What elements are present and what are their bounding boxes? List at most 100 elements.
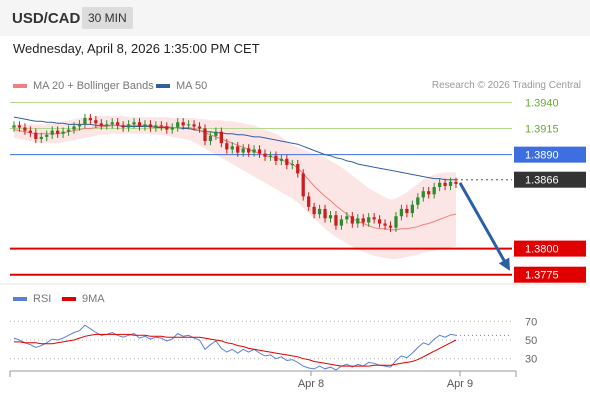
candle-body xyxy=(274,155,278,161)
candle-body xyxy=(252,149,256,153)
candle-body xyxy=(143,124,147,127)
level-labels: 1.3940 1.3915 1.3890 1.3866 1.3800 1.3775 xyxy=(514,97,586,283)
forecast-arrow-shaft xyxy=(458,182,510,269)
legend-ma20-swatch xyxy=(13,84,27,88)
legend-ma50: MA 50 xyxy=(156,80,207,92)
level-label-0: 1.3940 xyxy=(525,97,559,109)
candle-body xyxy=(154,125,158,128)
ma20-line xyxy=(13,124,457,231)
candle-body xyxy=(448,181,453,186)
candle-body xyxy=(312,206,316,215)
candle-body xyxy=(367,217,371,223)
legend-ma20: MA 20 + Bollinger Bands xyxy=(13,80,154,92)
level-label-5: 1.3775 xyxy=(525,270,559,282)
candle-body xyxy=(361,218,365,223)
candle-body xyxy=(307,196,311,207)
candle-body xyxy=(301,173,305,197)
candle-body xyxy=(279,158,284,161)
candle-body xyxy=(214,131,218,136)
candle-body xyxy=(377,219,382,224)
candle-body xyxy=(339,219,344,226)
timeframe-badge[interactable]: 30 MIN xyxy=(82,7,133,29)
instrument-title: USD/CAD xyxy=(12,10,81,27)
candle-body xyxy=(186,124,191,126)
candle-body xyxy=(170,127,174,130)
candle-body xyxy=(345,216,349,220)
candle-body xyxy=(356,218,360,224)
candle-body xyxy=(176,122,180,128)
9ma-line xyxy=(14,333,457,367)
moving-averages xyxy=(13,116,457,231)
candle-body xyxy=(296,164,300,174)
chart-credit: Research © 2026 Trading Central xyxy=(431,80,581,91)
candle-body xyxy=(23,127,27,131)
candle-body xyxy=(443,182,447,186)
candle-body xyxy=(350,216,354,224)
candle-body xyxy=(219,131,223,144)
candle-body xyxy=(416,197,420,205)
candle-body xyxy=(285,158,289,166)
bollinger-bands xyxy=(14,116,456,259)
rsi-pane: 70 50 30 xyxy=(10,316,537,371)
candle-body xyxy=(12,125,16,128)
candle-body xyxy=(241,148,245,153)
candle-body xyxy=(334,215,338,226)
candle-body xyxy=(421,191,425,198)
level-tag-2 xyxy=(514,146,586,163)
legend-9ma: 9MA xyxy=(62,293,105,305)
candle-body xyxy=(405,208,409,214)
candle-body xyxy=(17,125,22,128)
candle-body xyxy=(61,131,65,134)
candle-body xyxy=(427,191,431,195)
ma50-line xyxy=(13,116,456,181)
candle-body xyxy=(99,123,103,126)
level-label-2: 1.3890 xyxy=(525,150,559,162)
candle-body xyxy=(94,120,98,124)
candle-body xyxy=(28,130,33,133)
candle-body xyxy=(197,126,202,129)
candle-body xyxy=(203,128,207,142)
candle-body xyxy=(432,187,436,195)
x-tick-label-1: Apr 9 xyxy=(447,378,473,390)
legend-9ma-swatch xyxy=(62,297,76,301)
candle-body xyxy=(290,164,294,166)
candle-body xyxy=(454,181,458,184)
legend-9ma-label: 9MA xyxy=(82,293,105,305)
candle-body xyxy=(317,208,322,215)
candle-body xyxy=(394,216,398,228)
candle-body xyxy=(225,143,229,150)
candle-body xyxy=(192,124,196,127)
header-bar: USD/CAD 30 MIN xyxy=(0,0,590,36)
candle-body xyxy=(50,130,54,135)
candle-body xyxy=(208,135,213,142)
rsi-tick-30: 30 xyxy=(525,354,537,366)
candle-body xyxy=(230,146,234,150)
candle-body xyxy=(72,126,76,130)
forecast-arrow xyxy=(458,182,510,271)
candle-body xyxy=(88,118,93,121)
candles xyxy=(12,113,458,232)
candle-body xyxy=(388,225,393,228)
legend-ma50-swatch xyxy=(156,84,170,88)
candle-body xyxy=(263,153,267,157)
candle-body xyxy=(165,126,169,130)
candle-body xyxy=(132,122,136,125)
rsi-tick-70: 70 xyxy=(525,316,537,328)
candle-body xyxy=(34,132,38,139)
candle-body xyxy=(148,124,153,128)
candle-body xyxy=(159,125,163,127)
rsi-tick-50: 50 xyxy=(525,335,537,347)
level-tag-3 xyxy=(514,171,586,188)
candle-body xyxy=(247,148,251,153)
candle-body xyxy=(56,130,60,134)
candle-body xyxy=(328,215,333,219)
legend-ma50-label: MA 50 xyxy=(176,80,208,92)
candle-body xyxy=(121,125,125,128)
candle-body xyxy=(105,124,109,126)
level-tag-4 xyxy=(514,240,586,257)
x-axis: Apr 8 Apr 9 xyxy=(9,370,517,390)
candle-body xyxy=(116,122,120,126)
candle-body xyxy=(77,124,82,127)
level-label-4: 1.3800 xyxy=(525,244,559,256)
